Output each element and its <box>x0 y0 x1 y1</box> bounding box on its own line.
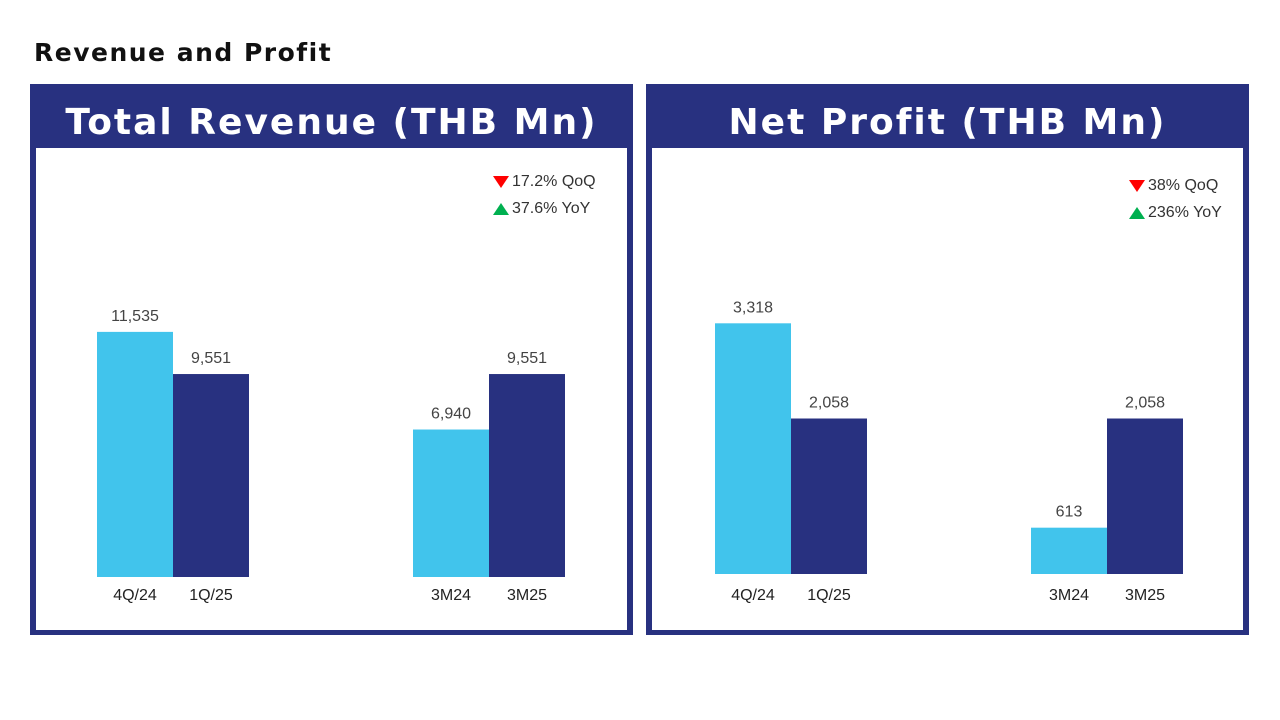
revenue-tick-label-3m25: 3M25 <box>507 587 547 604</box>
revenue-qoq-text: 17.2% QoQ <box>512 172 596 190</box>
revenue-bar-3m25 <box>489 374 565 577</box>
revenue-tick-label-4q24: 4Q/24 <box>113 587 157 604</box>
up-triangle-icon <box>493 202 509 215</box>
profit-tick-label-4q24: 4Q/24 <box>731 587 775 604</box>
profit-qoq-text: 38% QoQ <box>1148 176 1219 194</box>
revenue-bar-3m24 <box>413 429 489 577</box>
revenue-yoy-badge: 37.6% YoY <box>492 195 596 222</box>
page-title: Revenue and Profit <box>34 38 333 67</box>
profit-bar-3m25 <box>1107 418 1183 574</box>
revenue-chart-area: 17.2% QoQ 37.6% YoY 11,535 4Q/24 9,551 1Q/2… <box>36 148 627 630</box>
revenue-bar-4q24 <box>97 331 173 577</box>
revenue-tick-label-1q25: 1Q/25 <box>189 587 233 604</box>
profit-data-label-3m24: 613 <box>1056 504 1083 521</box>
profit-tick-label-3m25: 3M25 <box>1125 587 1165 604</box>
revenue-panel: Total Revenue (THB Mn) 17.2% QoQ 37.6% Y… <box>30 84 633 635</box>
revenue-panel-title: Total Revenue (THB Mn) <box>65 102 598 143</box>
revenue-data-label-4q24: 11,535 <box>111 308 159 325</box>
revenue-bar-chart: 11,535 4Q/24 9,551 1Q/25 6,940 3M24 9,551 3M25 <box>97 308 565 604</box>
revenue-qoq-badge: 17.2% QoQ <box>492 168 596 195</box>
profit-tick-label-1q25: 1Q/25 <box>807 587 851 604</box>
revenue-data-label-3m25: 9,551 <box>507 350 547 367</box>
revenue-yoy-text: 37.6% YoY <box>512 199 591 217</box>
profit-bar-chart: 3,318 4Q/24 2,058 1Q/25 613 3M24 2,058 3M25 <box>715 299 1183 604</box>
revenue-data-label-3m24: 6,940 <box>431 406 471 423</box>
profit-panel-title: Net Profit (THB Mn) <box>728 102 1167 143</box>
profit-bar-4q24 <box>715 323 791 574</box>
profit-chart-area: 38% QoQ 236% YoY 3,318 4Q/24 2,058 1Q/25 613… <box>652 148 1243 630</box>
revenue-tick-label-3m24: 3M24 <box>431 587 471 604</box>
profit-change-badges: 38% QoQ 236% YoY <box>1128 172 1222 226</box>
profit-yoy-text: 236% YoY <box>1148 203 1222 221</box>
profit-data-label-4q24: 3,318 <box>733 299 773 316</box>
profit-tick-label-3m24: 3M24 <box>1049 587 1089 604</box>
profit-qoq-badge: 38% QoQ <box>1128 172 1222 199</box>
revenue-bar-1q25 <box>173 374 249 577</box>
profit-panel: Net Profit (THB Mn) 38% QoQ 236% YoY 3,3… <box>646 84 1249 635</box>
up-triangle-icon <box>1129 206 1145 219</box>
profit-bar-1q25 <box>791 418 867 574</box>
profit-data-label-1q25: 2,058 <box>809 395 849 412</box>
down-triangle-icon <box>1129 179 1145 192</box>
revenue-change-badges: 17.2% QoQ 37.6% YoY <box>492 168 596 222</box>
profit-data-label-3m25: 2,058 <box>1125 395 1165 412</box>
down-triangle-icon <box>493 175 509 188</box>
profit-yoy-badge: 236% YoY <box>1128 199 1222 226</box>
profit-bar-3m24 <box>1031 527 1107 574</box>
revenue-data-label-1q25: 9,551 <box>191 350 231 367</box>
